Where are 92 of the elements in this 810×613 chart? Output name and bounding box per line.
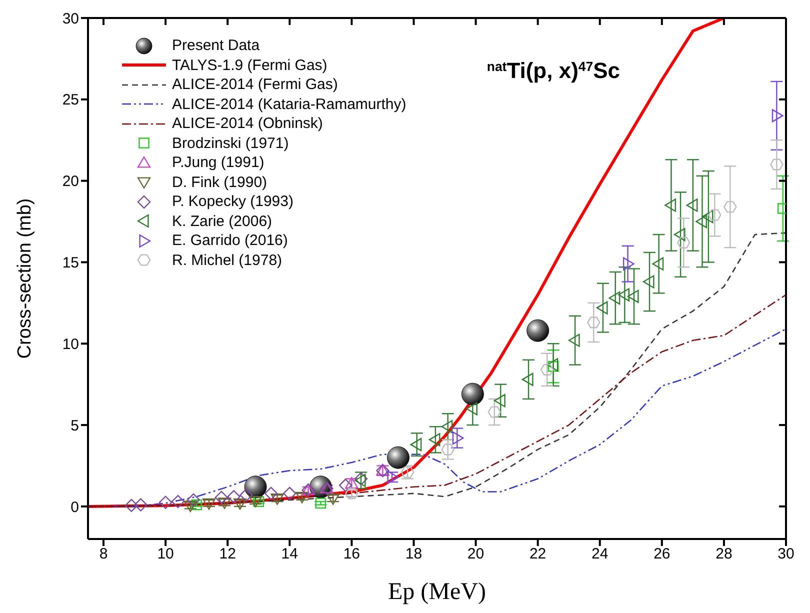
legend-label: ALICE-2014 (Fermi Gas): [172, 75, 338, 94]
legend-label: P.Jung (1991): [172, 153, 264, 172]
point: [770, 158, 784, 170]
point: [233, 498, 247, 510]
point: [674, 228, 686, 242]
point: [708, 209, 722, 221]
point: [568, 334, 580, 347]
x-axis-title: Ep (MeV): [388, 579, 486, 605]
legend-label: K. Zarie (2006): [172, 212, 272, 231]
point: [124, 498, 138, 512]
y-tick-label: 25: [62, 92, 79, 109]
legend-label: P. Kopecky (1993): [172, 192, 294, 212]
point: [596, 301, 608, 314]
legend-label: E. Garrido (2016): [172, 231, 288, 250]
point: [240, 488, 253, 502]
y-tick-label: 15: [62, 254, 79, 272]
point: [171, 494, 185, 508]
point: [696, 214, 708, 228]
point: [248, 496, 262, 508]
point: [227, 490, 240, 504]
point: [386, 446, 410, 469]
x-tick-label: 20: [467, 546, 484, 563]
point: [526, 319, 550, 342]
point: [466, 402, 478, 416]
point: [428, 433, 440, 446]
point: [191, 499, 202, 510]
point: [264, 486, 278, 500]
x-tick-label: 8: [99, 546, 108, 563]
point: [338, 478, 352, 492]
point: [608, 291, 620, 305]
point: [134, 498, 148, 512]
point: [664, 198, 676, 212]
point: [677, 236, 690, 248]
legend-label: Brodzinski (1971): [172, 134, 289, 153]
legend-label: D. Fink (1990): [172, 172, 268, 192]
point: [642, 275, 654, 288]
point: [488, 406, 501, 418]
point: [686, 198, 698, 212]
point: [214, 490, 228, 504]
x-tick-label: 28: [716, 546, 732, 563]
point: [548, 361, 559, 372]
y-tick-label: 0: [70, 498, 79, 516]
point: [184, 500, 197, 512]
point: [270, 493, 284, 505]
x-tick-label: 14: [281, 546, 298, 563]
x-tick-label: 18: [405, 546, 422, 563]
legend-label: TALYS-1.9 (Fermi Gas): [172, 56, 328, 75]
y-tick-label: 10: [62, 336, 79, 353]
point: [652, 257, 664, 270]
point: [622, 257, 634, 270]
point: [587, 316, 600, 328]
y-axis-title: Cross-section (mb): [14, 198, 36, 359]
point: [702, 210, 714, 224]
x-tick-label: 16: [343, 546, 360, 563]
legend-label: ALICE-2014 (Obninsk): [172, 114, 323, 134]
point: [452, 431, 464, 445]
point: [772, 109, 784, 122]
point: [158, 496, 172, 509]
x-tick-label: 26: [654, 546, 670, 563]
legend-label: Present Data: [172, 36, 260, 56]
point: [441, 444, 454, 456]
point: [724, 201, 737, 213]
x-tick-label: 10: [157, 546, 174, 563]
y-tick-label: 5: [70, 417, 79, 434]
point: [186, 493, 200, 507]
point: [253, 496, 264, 507]
x-tick-label: 12: [219, 546, 236, 563]
point: [326, 493, 340, 505]
x-tick-label: 30: [778, 546, 794, 563]
point: [540, 364, 554, 376]
point: [461, 382, 484, 406]
y-tick-label: 30: [62, 10, 79, 28]
point: [283, 486, 296, 500]
point: [218, 498, 232, 509]
point: [627, 290, 639, 304]
point: [315, 498, 326, 509]
point: [295, 492, 309, 504]
point: [522, 372, 534, 386]
point: [618, 288, 630, 302]
y-tick-label: 20: [62, 173, 79, 190]
point: [546, 358, 558, 372]
point: [494, 394, 506, 408]
point: [441, 420, 453, 434]
point: [410, 438, 422, 452]
x-tick-label: 22: [529, 546, 546, 563]
x-tick-label: 24: [592, 546, 608, 563]
point: [202, 498, 216, 510]
legend-label: R. Michel (1978): [172, 250, 282, 270]
text: $^{nat}$Ti(p, x)$^{47}$Sc: [486, 58, 620, 83]
point: [345, 477, 358, 488]
legend-label: ALICE-2014 (Kataria-Ramamurthy): [172, 94, 406, 114]
point: [244, 476, 267, 498]
